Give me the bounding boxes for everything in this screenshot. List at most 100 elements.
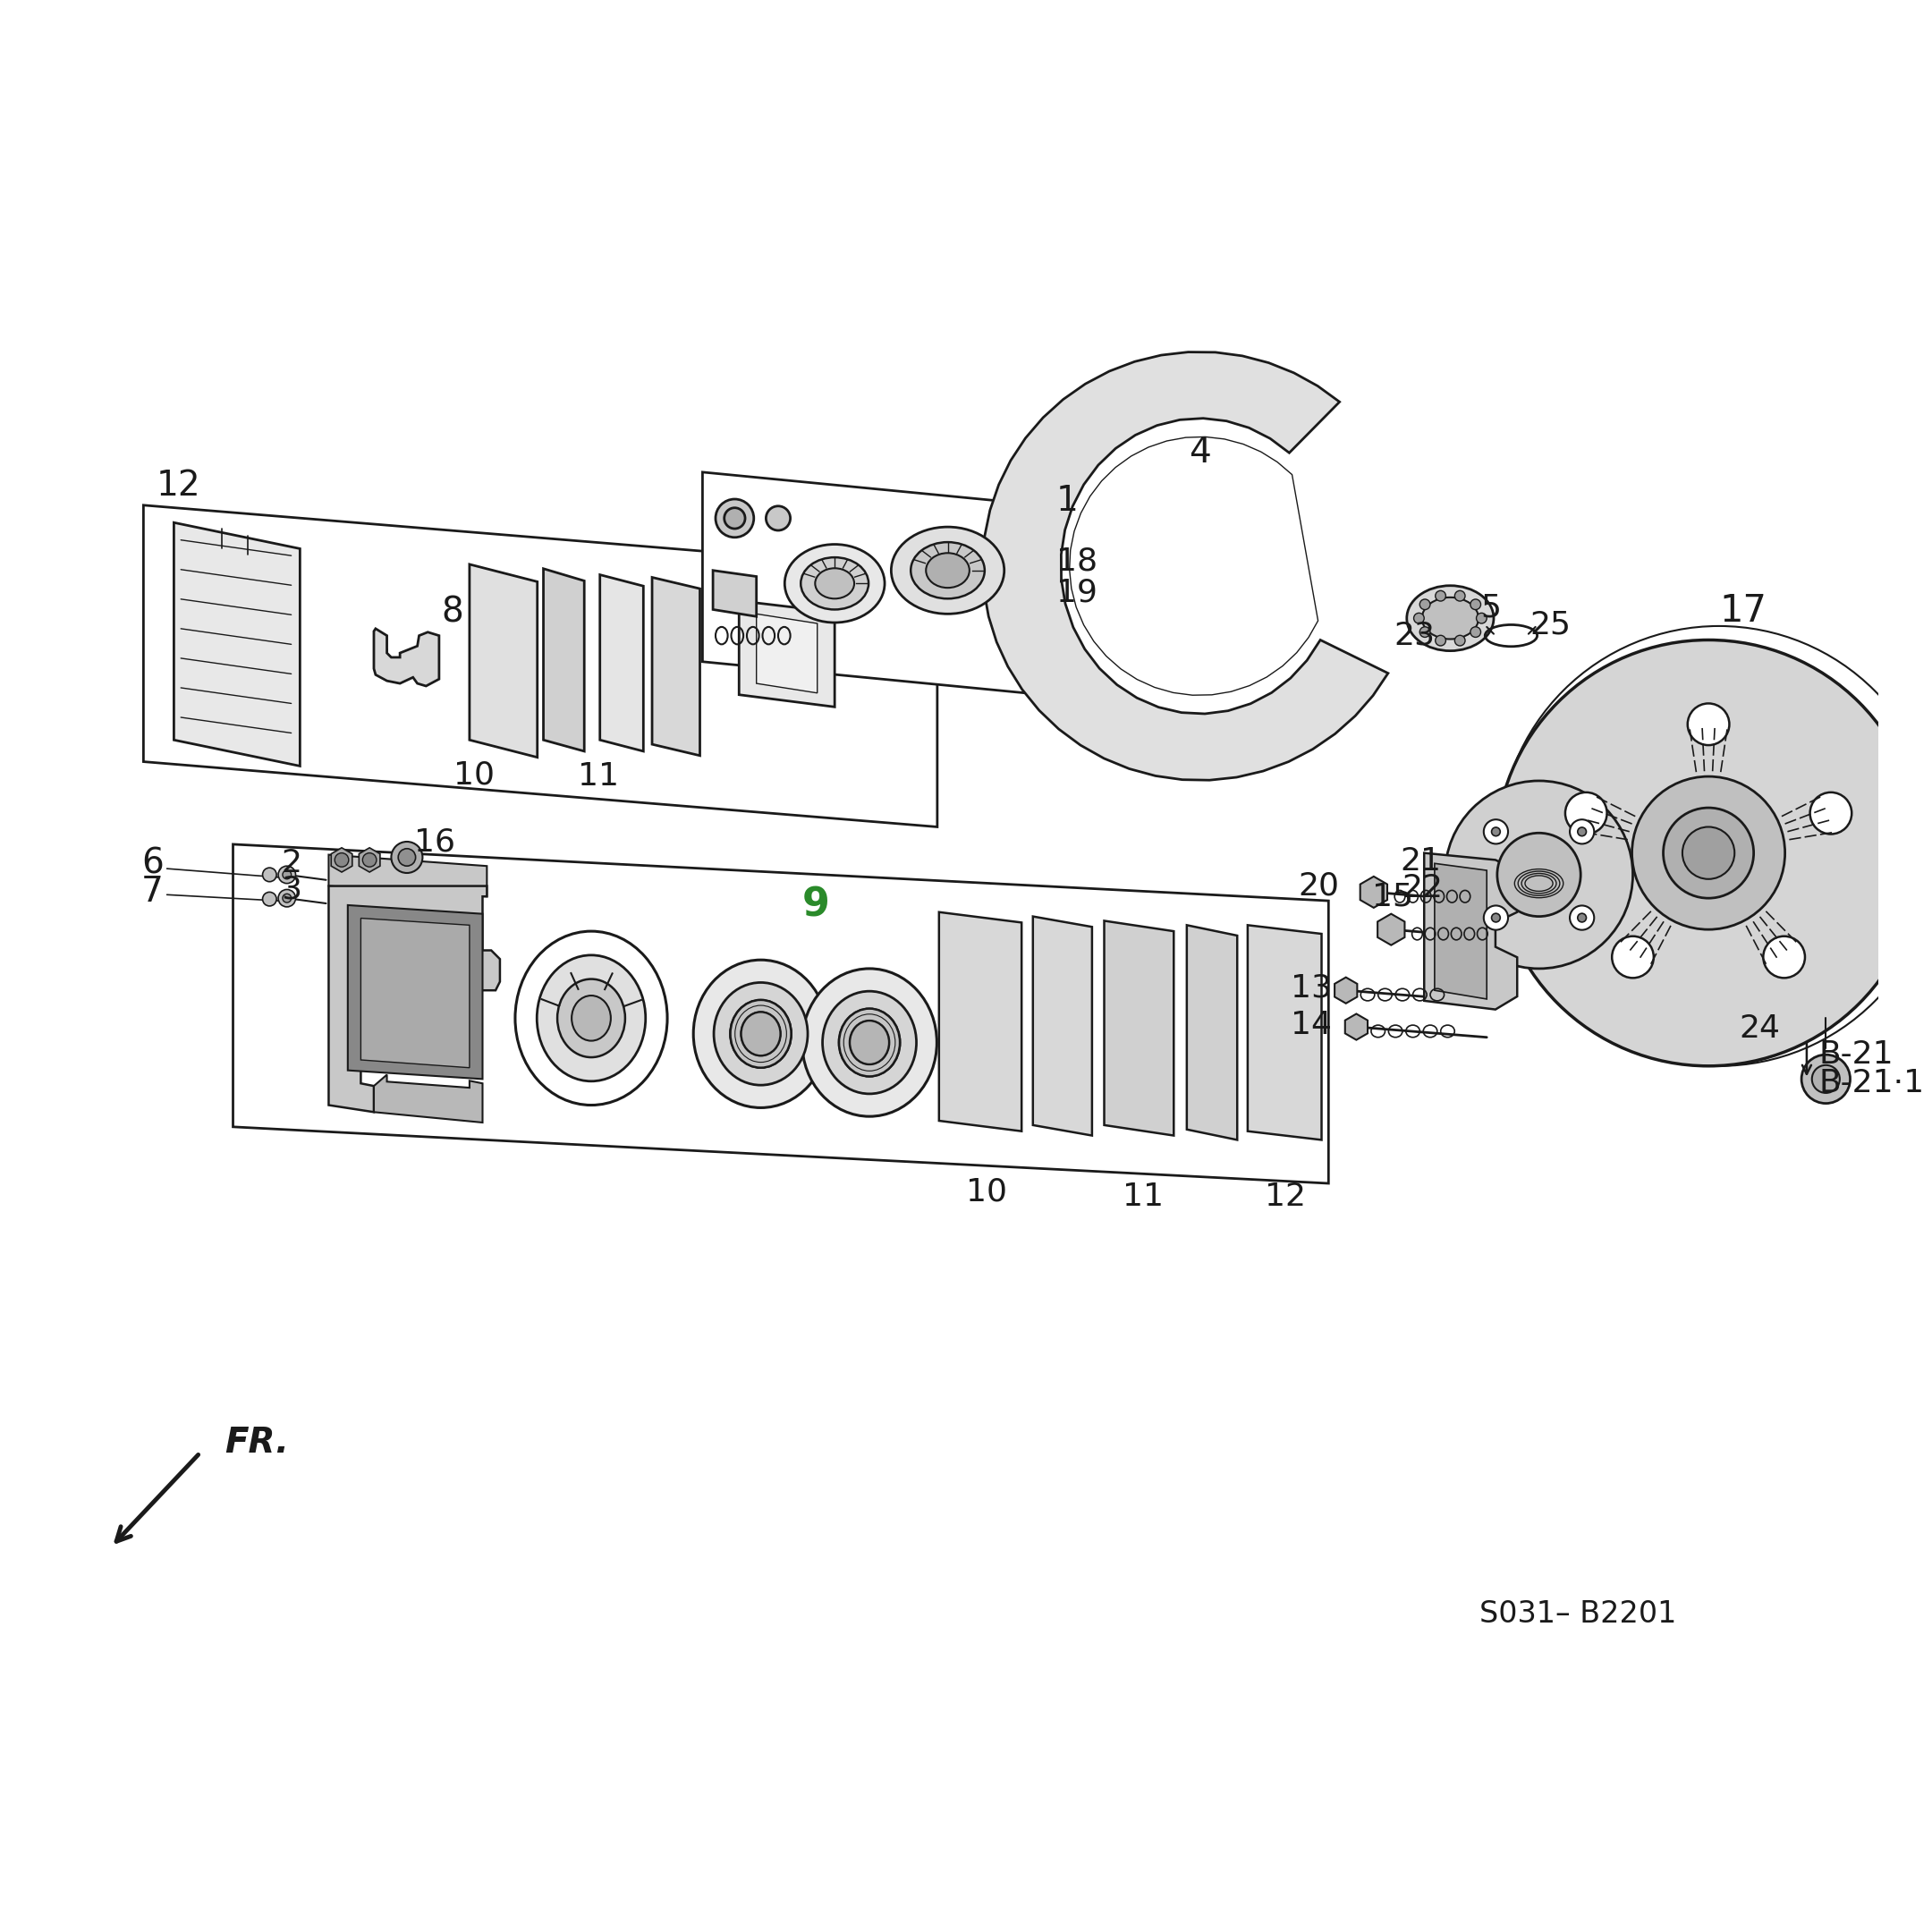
Polygon shape [1345,1014,1368,1039]
Circle shape [1455,636,1464,645]
Polygon shape [375,628,439,686]
Circle shape [765,506,790,531]
Ellipse shape [713,983,808,1086]
Circle shape [1633,777,1785,929]
Polygon shape [1335,978,1356,1003]
Ellipse shape [572,995,611,1041]
Circle shape [263,893,276,906]
Circle shape [1495,639,1922,1066]
Circle shape [1687,703,1729,746]
Text: 5: 5 [1480,593,1501,622]
Circle shape [1420,626,1430,638]
Polygon shape [328,854,487,896]
Circle shape [1497,833,1580,916]
Circle shape [1455,591,1464,601]
Text: B-21: B-21 [1818,1039,1893,1070]
Circle shape [282,895,292,902]
Text: 6: 6 [141,846,164,881]
Polygon shape [1435,864,1488,999]
Polygon shape [1424,852,1517,1010]
Circle shape [1810,792,1851,835]
Circle shape [1571,819,1594,844]
Text: 9: 9 [802,887,829,923]
Circle shape [1812,1065,1839,1094]
Circle shape [724,508,746,529]
Circle shape [1578,827,1586,837]
Polygon shape [330,848,352,871]
Polygon shape [653,578,699,755]
Ellipse shape [925,553,970,587]
Circle shape [1801,1055,1851,1103]
Ellipse shape [694,960,829,1107]
Circle shape [398,848,415,866]
Ellipse shape [823,991,916,1094]
Polygon shape [601,574,643,752]
Ellipse shape [1422,597,1478,639]
Text: 25: 25 [1530,611,1571,639]
Circle shape [1565,792,1607,835]
Text: 14: 14 [1291,1010,1331,1039]
Polygon shape [234,844,1329,1184]
Polygon shape [713,570,757,616]
Polygon shape [1378,914,1405,945]
Ellipse shape [802,968,937,1117]
Ellipse shape [800,556,869,609]
Circle shape [282,869,292,879]
Text: 16: 16 [413,827,456,858]
Circle shape [392,842,423,873]
Text: 15: 15 [1372,881,1412,912]
Polygon shape [375,1074,483,1122]
Circle shape [278,889,296,906]
Text: 8: 8 [440,595,464,630]
Circle shape [715,498,753,537]
Ellipse shape [730,1001,792,1068]
Circle shape [1571,906,1594,929]
Polygon shape [543,568,583,752]
Text: S031– B2201: S031– B2201 [1480,1600,1677,1629]
Polygon shape [939,912,1022,1132]
Polygon shape [361,918,469,1068]
Text: 1: 1 [1057,483,1078,518]
Ellipse shape [850,1020,889,1065]
Ellipse shape [537,954,645,1082]
Polygon shape [143,504,937,827]
Circle shape [1611,937,1654,978]
Text: 2: 2 [280,848,301,879]
Text: 11: 11 [1122,1180,1163,1211]
Polygon shape [983,352,1387,781]
Circle shape [1470,626,1480,638]
Text: 3: 3 [280,875,301,904]
Text: 10: 10 [454,759,495,790]
Text: 21: 21 [1401,846,1441,877]
Text: 13: 13 [1291,972,1331,1003]
Ellipse shape [516,931,667,1105]
Text: 24: 24 [1739,1014,1781,1043]
Text: 11: 11 [578,761,618,792]
Ellipse shape [815,568,854,599]
Polygon shape [740,601,835,707]
Ellipse shape [838,1009,900,1076]
Circle shape [1492,827,1501,837]
Polygon shape [1360,877,1387,908]
Polygon shape [1105,922,1175,1136]
Polygon shape [359,848,381,871]
Circle shape [1435,591,1445,601]
Polygon shape [348,904,483,1080]
Text: 12: 12 [156,469,201,502]
Circle shape [1420,599,1430,611]
Text: 23: 23 [1393,620,1435,651]
Circle shape [1663,808,1754,898]
Text: 12: 12 [1264,1180,1306,1211]
Circle shape [1476,612,1488,624]
Ellipse shape [742,1012,781,1055]
Ellipse shape [910,543,985,599]
Polygon shape [174,522,299,765]
Circle shape [1683,827,1735,879]
Text: B-21·1: B-21·1 [1818,1068,1924,1099]
Circle shape [1764,937,1804,978]
Polygon shape [469,564,537,757]
Circle shape [1484,819,1509,844]
Polygon shape [703,471,1043,696]
Text: FR.: FR. [224,1426,288,1459]
Circle shape [263,867,276,881]
